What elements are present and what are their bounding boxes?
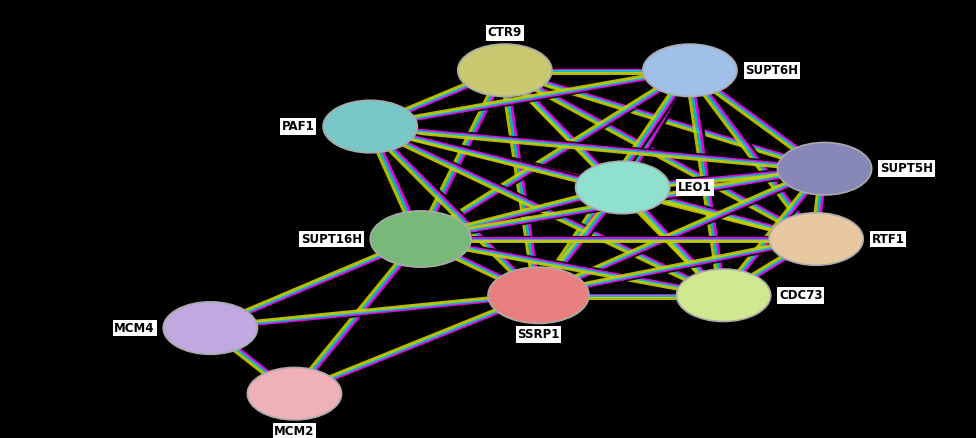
Circle shape <box>323 100 418 153</box>
Text: SUPT16H: SUPT16H <box>301 233 362 246</box>
Text: MCM2: MCM2 <box>274 424 314 438</box>
Circle shape <box>370 211 471 267</box>
Text: RTF1: RTF1 <box>872 233 905 246</box>
Circle shape <box>163 302 258 354</box>
Text: CTR9: CTR9 <box>488 26 522 39</box>
Circle shape <box>676 269 771 321</box>
Circle shape <box>247 367 342 420</box>
Circle shape <box>778 142 872 195</box>
Text: PAF1: PAF1 <box>282 120 314 133</box>
Circle shape <box>643 44 737 96</box>
Text: SUPT6H: SUPT6H <box>746 64 798 77</box>
Circle shape <box>488 267 589 323</box>
Text: SSRP1: SSRP1 <box>517 328 559 341</box>
Text: SUPT5H: SUPT5H <box>880 162 933 175</box>
Circle shape <box>769 213 863 265</box>
Circle shape <box>458 44 552 96</box>
Text: LEO1: LEO1 <box>678 181 712 194</box>
Circle shape <box>576 161 670 214</box>
Text: MCM4: MCM4 <box>114 321 155 335</box>
Text: CDC73: CDC73 <box>779 289 823 302</box>
